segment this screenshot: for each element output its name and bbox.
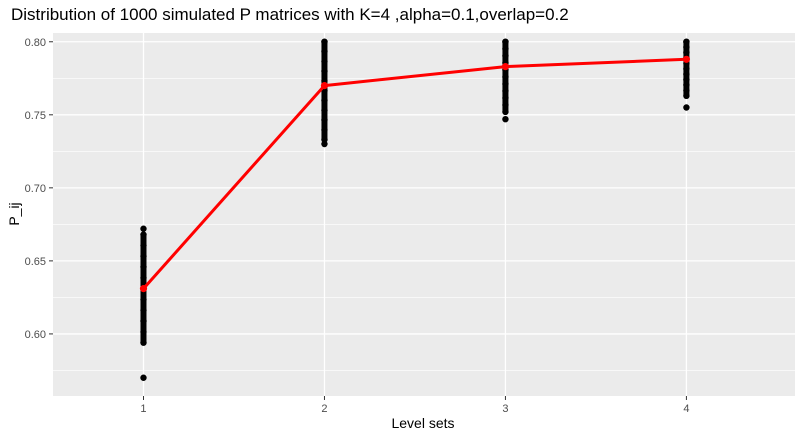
data-point [683,87,690,94]
data-point [683,104,690,111]
y-tick-label: 0.80 [25,37,46,49]
x-tick-label: 1 [140,403,146,415]
data-point [140,231,147,238]
plot-panel [53,33,795,396]
x-tick-label: 4 [683,403,689,415]
data-point [502,115,509,123]
y-tick-label: 0.60 [25,329,46,341]
data-point [502,87,509,95]
mean-point [320,81,329,90]
mean-point [501,62,510,71]
y-axis-title: P_ij [6,202,22,225]
data-point [140,263,147,271]
data-point [321,97,328,104]
y-tick-label: 0.75 [25,110,46,122]
chart-title: Distribution of 1000 simulated P matrice… [11,5,569,24]
data-point [683,81,690,89]
data-point [321,58,328,65]
data-point [140,253,147,260]
y-tick-label: 0.65 [25,256,46,268]
data-point [683,49,690,56]
data-point [321,67,328,75]
data-point [321,48,328,55]
data-point [502,80,509,88]
data-point [321,38,328,45]
data-point [140,328,147,336]
x-tick-label: 2 [321,403,327,415]
data-point [502,94,509,102]
data-point [683,38,690,45]
mean-point [139,285,148,293]
x-axis-title: Level sets [391,415,454,431]
data-point [683,70,690,78]
data-point [321,126,328,134]
data-point [140,307,147,314]
data-point [140,374,147,381]
data-point [683,43,690,51]
data-point [140,225,147,232]
data-point [321,136,328,143]
data-point [502,38,509,45]
mean-line-path [142,57,687,290]
data-point [683,76,690,83]
mean-point [682,55,691,63]
data-point [140,317,147,325]
data-point [502,108,509,116]
data-point [502,45,509,52]
data-point [683,65,690,72]
data-point [502,73,509,81]
x-tick-label: 3 [502,403,508,415]
data-point [683,92,690,100]
data-point [140,339,147,346]
data-point [140,274,147,282]
data-point [140,296,147,303]
mean-line [139,55,691,293]
y-tick-label: 0.70 [25,183,46,195]
data-point [321,116,328,124]
axes: 0.60 0.65 0.70 0.75 0.80 1 2 3 4 [25,37,690,415]
data-point [321,107,328,114]
data-point [321,140,328,148]
data-point [502,52,509,59]
data-point [502,101,509,109]
data-point [140,242,147,249]
